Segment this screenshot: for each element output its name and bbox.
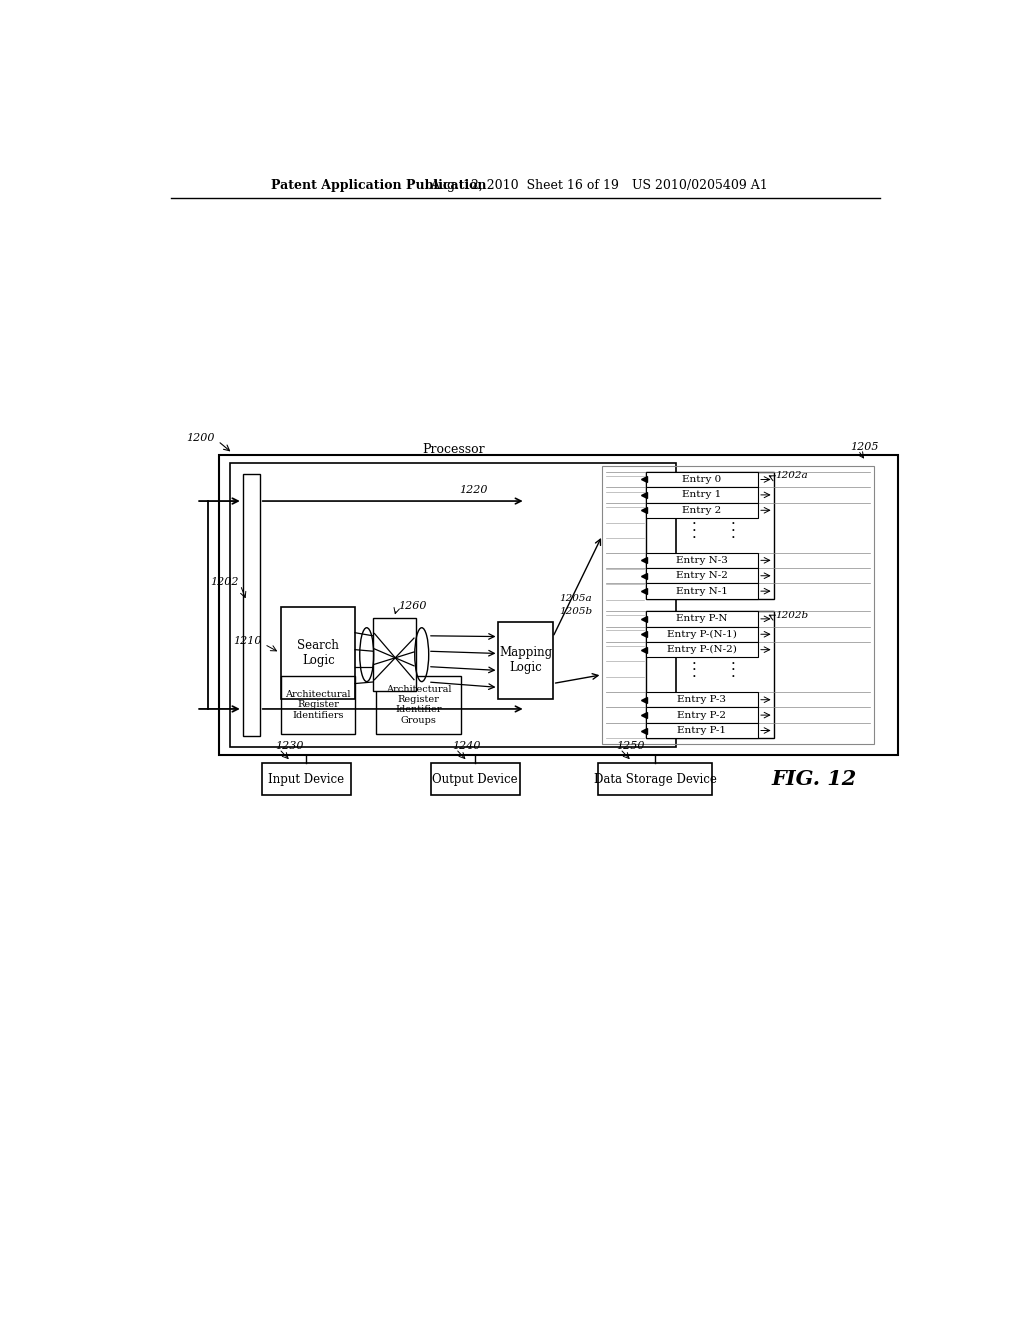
Text: Entry P-N: Entry P-N	[676, 614, 728, 623]
Text: ·: ·	[730, 671, 735, 684]
FancyBboxPatch shape	[373, 618, 416, 692]
FancyBboxPatch shape	[646, 611, 758, 627]
Text: 1205: 1205	[850, 442, 879, 453]
Text: FIG. 12: FIG. 12	[771, 770, 856, 789]
Text: 1202: 1202	[210, 577, 239, 587]
FancyBboxPatch shape	[646, 487, 758, 503]
FancyBboxPatch shape	[646, 503, 758, 517]
Text: Entry N-2: Entry N-2	[676, 572, 728, 581]
Text: ·: ·	[691, 656, 696, 671]
Text: Entry 1: Entry 1	[682, 491, 722, 499]
Text: 1240: 1240	[452, 741, 480, 751]
Text: 1260: 1260	[398, 601, 427, 611]
Text: ·: ·	[730, 531, 735, 545]
FancyBboxPatch shape	[646, 692, 758, 708]
Text: ·: ·	[691, 517, 696, 531]
Text: ·: ·	[730, 664, 735, 677]
Text: 1250: 1250	[616, 741, 645, 751]
FancyBboxPatch shape	[646, 627, 758, 642]
Text: Entry P-2: Entry P-2	[678, 710, 726, 719]
Text: 1205b: 1205b	[559, 607, 592, 615]
Text: Entry 0: Entry 0	[682, 475, 722, 484]
Text: 1200: 1200	[186, 433, 215, 444]
Text: 1210: 1210	[233, 636, 262, 647]
FancyBboxPatch shape	[646, 553, 758, 568]
Text: Search
Logic: Search Logic	[297, 639, 339, 667]
Text: ·: ·	[730, 524, 735, 539]
Text: Data Storage Device: Data Storage Device	[594, 772, 717, 785]
Text: Entry N-3: Entry N-3	[676, 556, 728, 565]
Text: Input Device: Input Device	[268, 772, 344, 785]
Text: 1220: 1220	[460, 486, 488, 495]
Text: ·: ·	[691, 671, 696, 684]
Text: Mapping
Logic: Mapping Logic	[499, 647, 552, 675]
Text: Patent Application Publication: Patent Application Publication	[271, 178, 486, 191]
Text: Entry P-3: Entry P-3	[678, 696, 726, 704]
Text: 1230: 1230	[275, 741, 304, 751]
Text: US 2010/0205409 A1: US 2010/0205409 A1	[632, 178, 768, 191]
FancyBboxPatch shape	[646, 471, 758, 487]
Text: Entry P-(N-1): Entry P-(N-1)	[667, 630, 737, 639]
FancyBboxPatch shape	[646, 568, 758, 583]
Text: Processor: Processor	[422, 444, 484, 457]
FancyBboxPatch shape	[646, 583, 758, 599]
Text: ·: ·	[730, 656, 735, 671]
Text: ·: ·	[730, 517, 735, 531]
Text: ·: ·	[691, 664, 696, 677]
Text: Entry P-1: Entry P-1	[678, 726, 726, 735]
Text: Entry 2: Entry 2	[682, 506, 722, 515]
Text: ·: ·	[691, 531, 696, 545]
Text: Entry P-(N-2): Entry P-(N-2)	[667, 645, 737, 655]
FancyBboxPatch shape	[646, 708, 758, 723]
Text: Architectural
Register
Identifiers: Architectural Register Identifiers	[286, 690, 351, 719]
Text: 1205a: 1205a	[559, 594, 592, 603]
Text: 1202b: 1202b	[775, 611, 808, 619]
Text: 1202a: 1202a	[775, 471, 808, 480]
FancyBboxPatch shape	[646, 723, 758, 738]
Text: Aug. 12, 2010  Sheet 16 of 19: Aug. 12, 2010 Sheet 16 of 19	[430, 178, 620, 191]
Text: Entry N-1: Entry N-1	[676, 586, 728, 595]
FancyBboxPatch shape	[646, 642, 758, 657]
Text: Architectural
Register
Identifier
Groups: Architectural Register Identifier Groups	[386, 685, 452, 725]
Text: Output Device: Output Device	[432, 772, 518, 785]
Text: ·: ·	[691, 524, 696, 539]
